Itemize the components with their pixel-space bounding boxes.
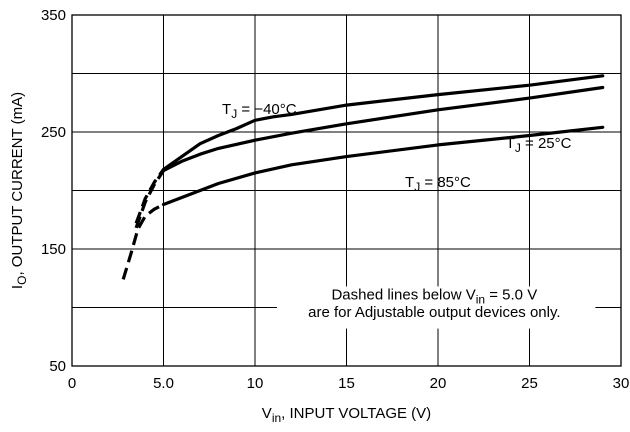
series-line-dashed-1: [134, 169, 165, 229]
x-tick-label: 10: [247, 375, 264, 392]
series-line-0: [161, 74, 605, 171]
note-line-2: are for Adjustable output devices only.: [308, 304, 560, 321]
plot-frame: [71, 14, 622, 367]
y-tick-label: 50: [49, 358, 66, 375]
note-line-1: Dashed lines below Vin = 5.0 V: [331, 286, 537, 306]
x-tick-label: 5.0: [153, 375, 174, 392]
x-tick-label: 20: [430, 375, 447, 392]
y-tick-label: 150: [41, 241, 66, 258]
x-tick-labels: 0 5.0 10 15 20 25 30: [68, 375, 630, 392]
x-tick-label: 15: [338, 375, 355, 392]
series-label-85c: TJ = 85°C: [405, 174, 471, 194]
x-axis-title: Vin, INPUT VOLTAGE (V): [262, 405, 431, 425]
series-line-2: [161, 125, 605, 207]
y-tick-label: 350: [41, 7, 66, 24]
series-line-dashed-2: [121, 203, 165, 280]
series-label-25c: TJ = 25°C: [506, 135, 572, 155]
x-tick-label: 0: [68, 375, 76, 392]
y-tick-label: 250: [41, 124, 66, 141]
note-box: [276, 286, 596, 329]
x-tick-label: 30: [613, 375, 630, 392]
series-line-1: [161, 85, 605, 173]
y-axis-title: IO, OUTPUT CURRENT (mA): [9, 92, 29, 289]
series-label-minus40c: TJ = −40°C: [222, 101, 297, 121]
x-tick-label: 25: [521, 375, 538, 392]
y-tick-labels: 50 150 250 350: [41, 7, 66, 375]
series-lines: [121, 74, 605, 280]
